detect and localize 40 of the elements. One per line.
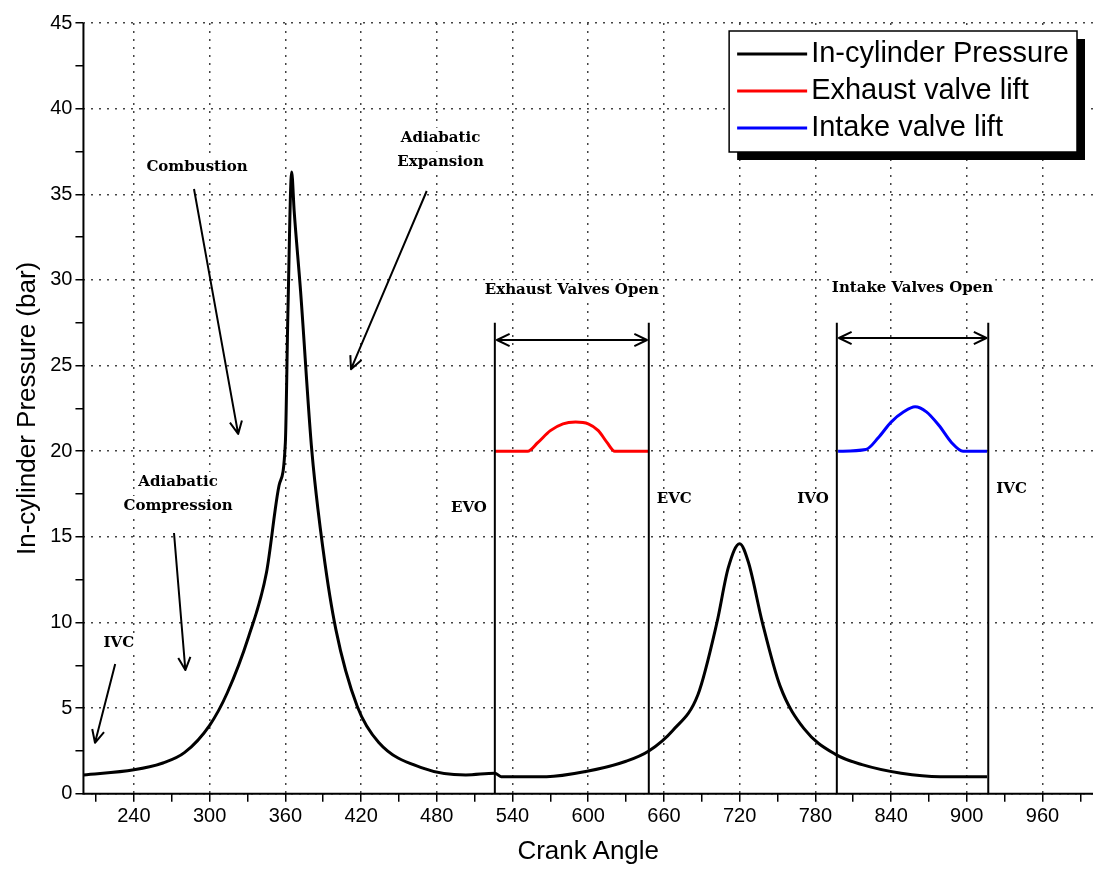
x-tick-label: 720 (722, 804, 757, 827)
y-tick-label: 5 (61, 695, 73, 718)
x-tick-label: 300 (192, 804, 227, 827)
x-tick-label: 240 (117, 804, 151, 827)
y-axis-title: In-cylinder Pressure (bar) (10, 261, 41, 556)
x-tick-label: 900 (950, 804, 984, 827)
annotation: Combustion (146, 156, 248, 175)
ref-line-label: EVC (656, 489, 692, 508)
y-tick-label: 20 (50, 438, 73, 461)
y-tick-label: 30 (50, 267, 73, 290)
legend-label: In-cylinder Pressure (811, 36, 1069, 68)
x-axis-title: Crank Angle (517, 834, 660, 865)
x-tick-label: 780 (798, 804, 833, 827)
x-tick-label: 600 (571, 804, 605, 827)
line-series (493, 420, 651, 453)
x-tick-label: 840 (874, 804, 908, 827)
annotation: Adiabatic Compression (123, 471, 233, 514)
y-tick-label: 15 (50, 524, 73, 547)
y-tick-label: 0 (61, 781, 73, 804)
y-tick-label: 40 (50, 96, 73, 119)
legend-label: Exhaust valve lift (811, 73, 1029, 105)
line-series (836, 405, 989, 453)
legend-label: Intake valve lift (811, 110, 1003, 142)
ref-line-label: IVC (996, 478, 1027, 497)
y-tick-label: 35 (50, 181, 73, 204)
x-tick-label: 360 (268, 804, 303, 827)
y-tick-label: 25 (50, 353, 73, 376)
x-tick-label: 420 (344, 804, 378, 827)
x-tick-label: 960 (1025, 804, 1060, 827)
x-tick-label: 660 (647, 804, 681, 827)
annotation: Intake Valves Open (831, 278, 994, 297)
annotation: IVC (103, 632, 135, 651)
y-tick-label: 10 (50, 610, 73, 633)
annotation: Adiabatic Expansion (397, 127, 484, 170)
y-tick-label: 45 (50, 10, 73, 33)
x-tick-label: 480 (420, 804, 454, 827)
ref-line-label: EVO (450, 497, 487, 516)
x-tick-label: 540 (495, 804, 530, 827)
annotation: Exhaust Valves Open (484, 280, 659, 299)
ref-line-label: IVO (797, 489, 829, 508)
